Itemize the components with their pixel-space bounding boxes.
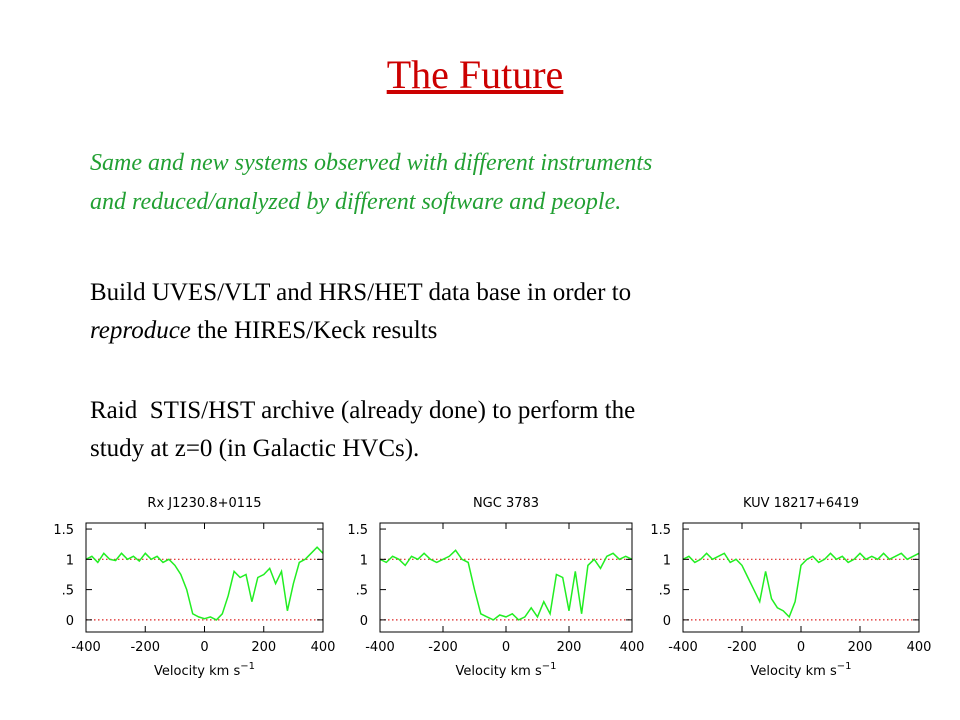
x-tick-label: 200 <box>848 640 873 655</box>
x-tick-label: 400 <box>907 640 932 655</box>
paragraph-line: study at z=0 (in Galactic HVCs). <box>90 435 419 462</box>
spectrum-line <box>682 552 920 619</box>
y-tick-label: 0 <box>66 614 74 629</box>
y-tick-label: 1.5 <box>53 523 74 538</box>
x-tick-label: 0 <box>200 640 208 655</box>
paragraph-line: Build UVES/VLT and HRS/HET data base in … <box>90 279 631 306</box>
x-tick-label: 0 <box>502 640 510 655</box>
spectrum-panel: Rx J1230.8+0115 0 .5 1 1.5 -400 -200 0 200 400 Vel… <box>53 496 335 679</box>
plot-frame <box>682 522 920 633</box>
spectrum-panel: NGC 3783 0 .5 1 1.5 -400 -200 0 200 400 Velocity k… <box>347 496 644 679</box>
panel-title: NGC 3783 <box>473 496 539 511</box>
x-tick-label: 200 <box>251 640 276 655</box>
x-axis-label: Velocity km s−1 <box>456 661 557 679</box>
panel-title: KUV 18217+6419 <box>743 496 859 511</box>
emphasis: reproduce <box>90 317 191 344</box>
x-tick-label: 200 <box>557 640 582 655</box>
intro-line: and reduced/analyzed by different softwa… <box>90 189 621 215</box>
x-tick-label: -200 <box>727 640 757 655</box>
spectrum-panel: KUV 18217+6419 0 .5 1 1.5 -400 -200 0 200 400 Velo… <box>650 496 931 679</box>
x-axis-label-sup: −1 <box>837 661 852 672</box>
y-tick-label: .5 <box>356 584 368 599</box>
y-tick-label: 1 <box>360 553 368 568</box>
x-axis-label: Velocity km s−1 <box>751 661 852 679</box>
text: study at z=0 (in Galactic HVCs). <box>90 435 419 462</box>
y-tick-label: 1 <box>663 553 671 568</box>
y-tick-label: .5 <box>659 584 671 599</box>
x-tick-label: 400 <box>620 640 645 655</box>
text: the HIRES/Keck results <box>191 317 437 344</box>
paragraph-line: reproduce the HIRES/Keck results <box>90 317 437 344</box>
x-tick-label: -200 <box>428 640 458 655</box>
x-tick-label: -200 <box>130 640 160 655</box>
x-tick-label: -400 <box>71 640 101 655</box>
panel-title: Rx J1230.8+0115 <box>147 496 261 511</box>
intro-line: Same and new systems observed with diffe… <box>90 150 652 176</box>
y-tick-label: 1.5 <box>650 523 671 538</box>
spectrum-line <box>85 546 324 621</box>
x-axis-label-text: Velocity km s <box>751 664 837 679</box>
y-tick-label: .5 <box>62 584 74 599</box>
x-tick-label: -400 <box>365 640 395 655</box>
spectrum-line <box>379 549 633 621</box>
x-tick-label: 400 <box>311 640 336 655</box>
slide-title: The Future <box>387 52 564 97</box>
x-axis-label-sup: −1 <box>240 661 255 672</box>
y-tick-label: 1.5 <box>347 523 368 538</box>
y-tick-label: 1 <box>66 553 74 568</box>
x-axis-label: Velocity km s−1 <box>154 661 255 679</box>
x-axis-label-text: Velocity km s <box>154 664 240 679</box>
x-tick-label: 0 <box>797 640 805 655</box>
paragraph-line: Raid STIS/HST archive (already done) to … <box>90 397 635 424</box>
plot-frame <box>85 522 324 633</box>
y-tick-label: 0 <box>663 614 671 629</box>
x-axis-label-text: Velocity km s <box>456 664 542 679</box>
x-axis-label-sup: −1 <box>542 661 557 672</box>
plot-frame <box>379 522 633 633</box>
x-tick-label: -400 <box>668 640 698 655</box>
y-tick-label: 0 <box>360 614 368 629</box>
